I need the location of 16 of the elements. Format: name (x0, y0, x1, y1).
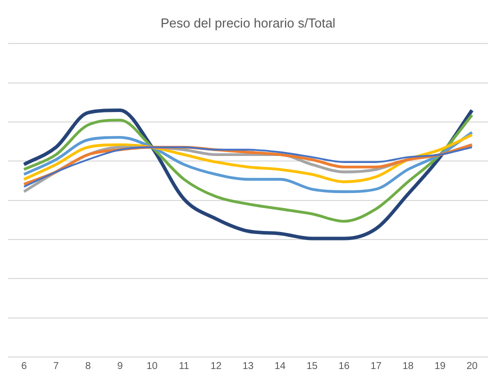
x-tick-label: 11 (178, 360, 190, 372)
x-tick-label: 13 (242, 360, 254, 372)
x-tick-label: 15 (306, 360, 318, 372)
x-tick-label: 14 (274, 360, 286, 372)
x-tick-label: 9 (117, 360, 124, 372)
x-tick-label: 18 (402, 360, 414, 372)
x-tick-label: 7 (53, 360, 60, 372)
x-tick-label: 16 (338, 360, 350, 372)
x-tick-label: 8 (85, 360, 92, 372)
x-tick-label: 17 (370, 360, 382, 372)
x-tick-label: 19 (434, 360, 446, 372)
x-tick-label: 20 (466, 360, 478, 372)
x-tick-label: 6 (21, 360, 28, 372)
x-tick-label: 10 (146, 360, 158, 372)
chart-title: Peso del precio horario s/Total (160, 15, 336, 30)
x-tick-label: 12 (210, 360, 222, 372)
